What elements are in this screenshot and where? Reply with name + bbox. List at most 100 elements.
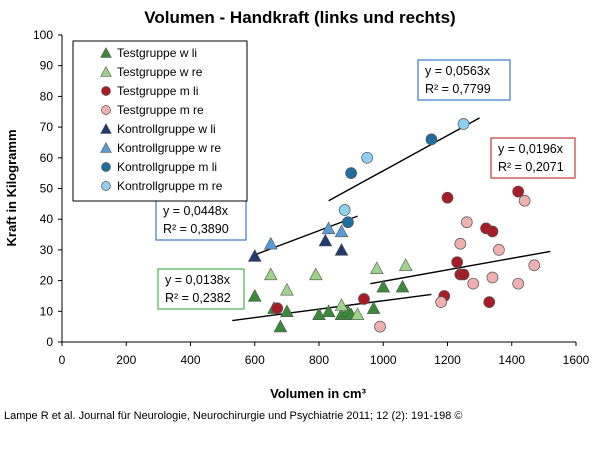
data-point bbox=[361, 151, 374, 164]
data-point bbox=[486, 271, 499, 284]
data-point bbox=[528, 259, 541, 272]
x-tick-label: 1000 bbox=[370, 353, 397, 367]
legend-label: Kontrollgruppe m li bbox=[117, 160, 217, 174]
data-point bbox=[366, 301, 381, 314]
data-point bbox=[345, 167, 357, 179]
legend-label: Kontrollgruppe w li bbox=[117, 122, 216, 136]
trendline bbox=[328, 117, 480, 202]
legend-label: Kontrollgruppe w re bbox=[117, 141, 221, 155]
data-point bbox=[273, 319, 288, 333]
data-point bbox=[263, 236, 278, 250]
equation-text: R² = 0,3890 bbox=[163, 222, 229, 236]
equation-text: R² = 0,2071 bbox=[498, 160, 564, 174]
data-point bbox=[369, 261, 384, 275]
x-tick-label: 200 bbox=[116, 353, 136, 367]
y-tick-label: 0 bbox=[46, 335, 53, 349]
data-point bbox=[321, 304, 336, 318]
data-point bbox=[280, 282, 294, 296]
data-point bbox=[460, 216, 473, 229]
data-point bbox=[451, 256, 463, 269]
data-point bbox=[425, 133, 438, 146]
data-point bbox=[512, 277, 525, 290]
legend-label: Kontrollgruppe m re bbox=[117, 179, 223, 193]
trendline bbox=[232, 293, 432, 322]
legend-marker bbox=[101, 162, 111, 172]
source-caption: Lampe R et al. Journal für Neurologie, N… bbox=[4, 410, 463, 422]
equation-text: R² = 0,2382 bbox=[165, 291, 231, 305]
data-point bbox=[321, 221, 336, 235]
data-point bbox=[441, 191, 454, 204]
x-tick-label: 1400 bbox=[498, 353, 525, 367]
y-tick-label: 50 bbox=[40, 182, 54, 196]
legend-marker bbox=[100, 47, 112, 58]
plot-area: 0 200 400 600 800 1000 1200 1400 1600 0 10 20 30 40 50… bbox=[33, 28, 590, 367]
data-point bbox=[308, 267, 323, 281]
equation-box bbox=[157, 268, 245, 310]
y-tick-label: 60 bbox=[40, 151, 54, 165]
equation-text: y = 0,0448x bbox=[163, 204, 229, 218]
legend-box bbox=[72, 40, 248, 202]
data-point bbox=[280, 304, 294, 318]
x-tick-label: 0 bbox=[59, 353, 66, 367]
legend-marker bbox=[100, 66, 112, 77]
legend-marker bbox=[101, 86, 111, 96]
legend-label: Testgruppe m li bbox=[117, 84, 198, 98]
trendline bbox=[370, 250, 551, 285]
data-point bbox=[486, 225, 499, 238]
y-tick-label: 30 bbox=[40, 243, 54, 257]
x-tick-label: 1600 bbox=[563, 353, 590, 367]
x-tick-label: 400 bbox=[180, 353, 200, 367]
data-point bbox=[398, 258, 413, 271]
data-point bbox=[518, 194, 531, 207]
legend-marker bbox=[100, 142, 112, 153]
data-point bbox=[483, 296, 496, 308]
data-point bbox=[338, 204, 351, 216]
data-point bbox=[271, 302, 284, 315]
equation-box bbox=[155, 199, 247, 241]
legend-label: Testgruppe w li bbox=[117, 46, 197, 60]
legend-marker bbox=[100, 123, 112, 134]
y-tick-label: 70 bbox=[40, 120, 54, 134]
data-point bbox=[247, 288, 262, 302]
x-tick-label: 1200 bbox=[434, 353, 461, 367]
data-point bbox=[334, 298, 349, 311]
y-tick-label: 80 bbox=[40, 89, 54, 103]
data-point bbox=[318, 233, 333, 247]
data-point bbox=[435, 296, 447, 308]
data-point bbox=[467, 277, 480, 290]
y-tick-label: 100 bbox=[33, 28, 53, 42]
data-point bbox=[376, 279, 391, 293]
y-tick-label: 40 bbox=[40, 212, 54, 226]
legend-marker bbox=[101, 105, 111, 115]
data-point bbox=[512, 185, 525, 198]
y-tick-label: 10 bbox=[40, 304, 54, 318]
data-point bbox=[334, 242, 349, 256]
equation-box bbox=[417, 59, 511, 101]
data-point bbox=[457, 118, 470, 130]
equation-text: R² = 0,7799 bbox=[425, 82, 491, 96]
data-point bbox=[350, 307, 365, 321]
data-point bbox=[493, 244, 505, 256]
data-point bbox=[374, 320, 386, 333]
y-tick-label: 20 bbox=[40, 274, 54, 288]
y-axis-label: Kraft in Kilogramm bbox=[4, 129, 19, 246]
x-tick-label: 600 bbox=[245, 353, 265, 367]
data-point bbox=[342, 216, 354, 229]
data-point bbox=[457, 268, 470, 281]
data-point bbox=[358, 293, 370, 305]
data-point bbox=[454, 237, 467, 250]
y-tick-label: 90 bbox=[40, 59, 54, 73]
x-axis-label: Volumen in cm³ bbox=[270, 386, 366, 401]
legend-label: Testgruppe w re bbox=[117, 65, 203, 79]
legend-label: Testgruppe m re bbox=[117, 103, 204, 117]
data-point bbox=[395, 279, 410, 293]
equation-text: y = 0,0196x bbox=[498, 142, 564, 156]
x-tick-label: 800 bbox=[309, 353, 329, 367]
legend-marker bbox=[101, 181, 111, 191]
equation-box bbox=[490, 137, 576, 179]
equation-text: y = 0,0563x bbox=[425, 64, 491, 78]
data-point bbox=[263, 267, 278, 281]
equation-text: y = 0,0138x bbox=[165, 273, 231, 287]
data-point bbox=[247, 249, 262, 262]
